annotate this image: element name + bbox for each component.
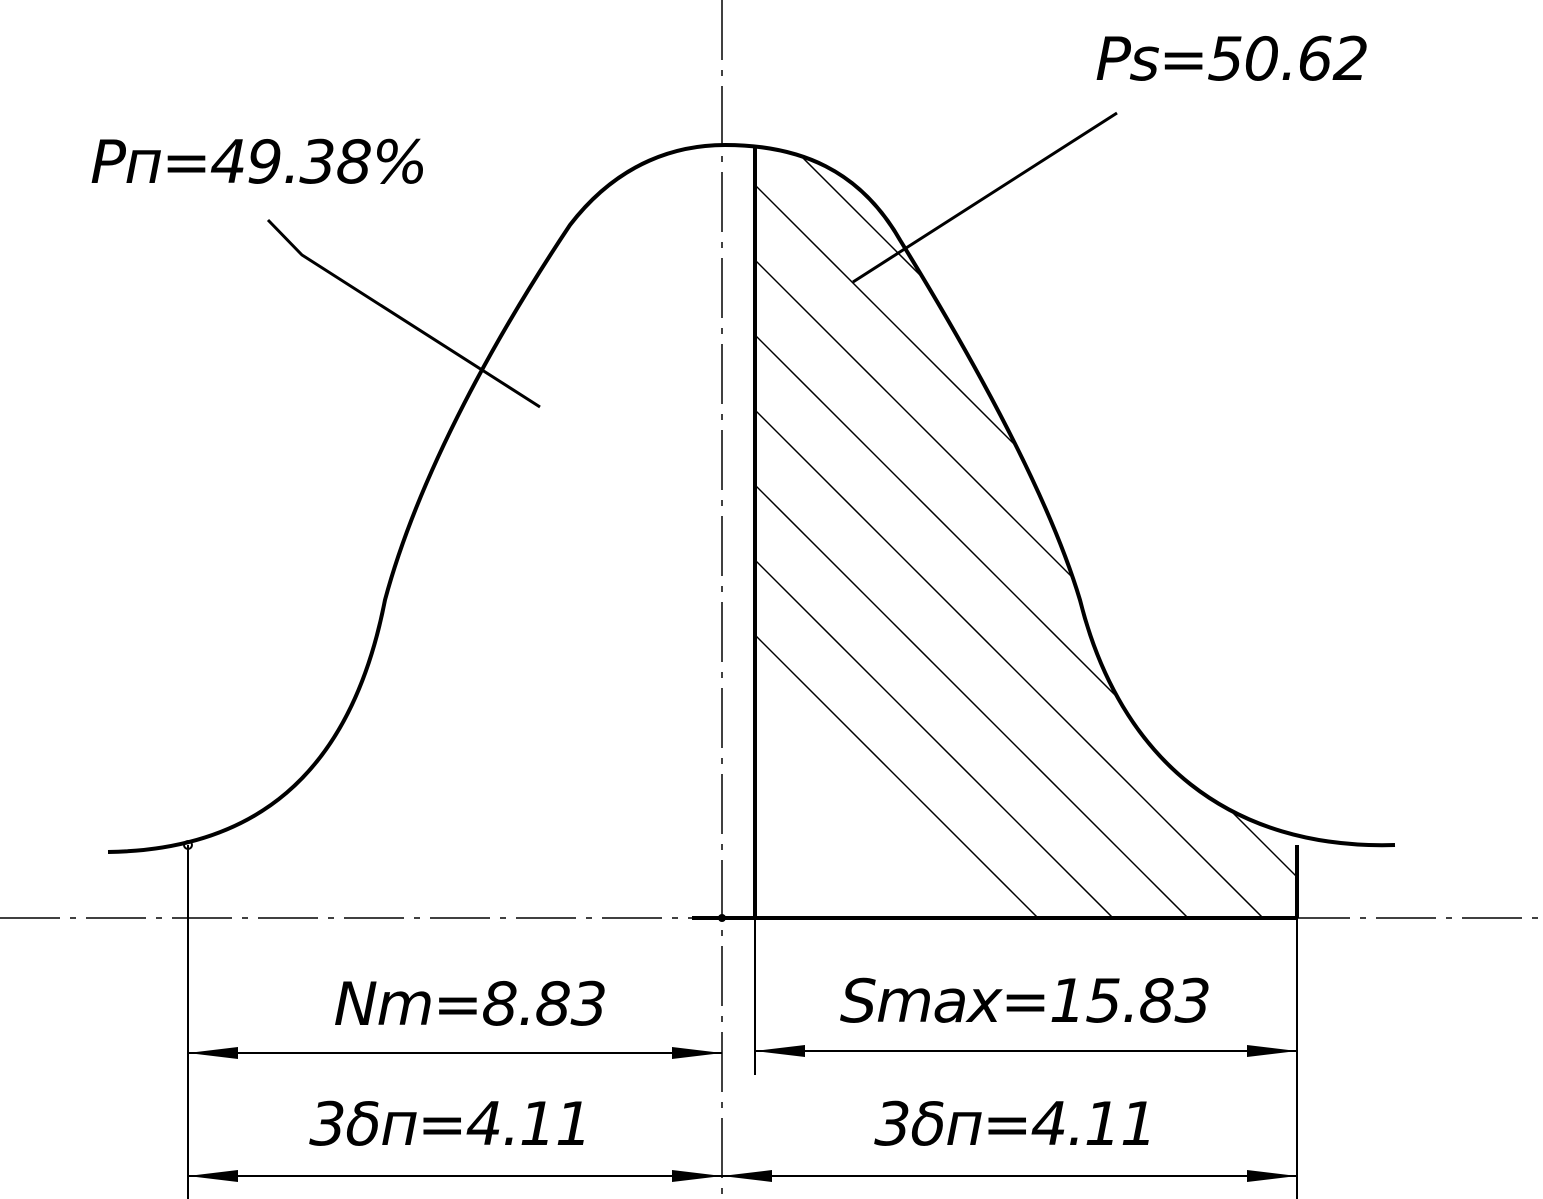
hatch-line [755, 145, 1297, 918]
hatch-line [944, 145, 1297, 918]
hatch-line [755, 145, 1297, 918]
hatch-line [755, 145, 1196, 918]
nm-label: Nm=8.83 [333, 970, 606, 1040]
hatch-line [1244, 145, 1297, 918]
hatch-line [1094, 145, 1297, 918]
hatch-line [755, 145, 1297, 918]
sigma-right-label: 3δп=4.11 [874, 1090, 1156, 1160]
ps-label: Ps=50.62 [1095, 25, 1368, 95]
hatch-line [794, 145, 1297, 918]
hatch-line [1169, 145, 1297, 918]
leader-pn [266, 218, 541, 409]
origin-dot [718, 914, 726, 922]
smax-label: Smax=15.83 [840, 967, 1211, 1037]
hatch-line [1395, 0, 1543, 1000]
hatch-line [1019, 145, 1297, 918]
leader-ps [852, 111, 1118, 284]
sigma-left-label: 3δп=4.11 [309, 1090, 591, 1160]
hatch-line [755, 145, 1297, 918]
pn-label: Pп=49.38% [90, 128, 426, 198]
distribution-curve [107, 142, 1396, 854]
hatch-line [1320, 0, 1543, 1000]
hatch-line [755, 145, 1271, 918]
hatch-line [755, 145, 1121, 918]
